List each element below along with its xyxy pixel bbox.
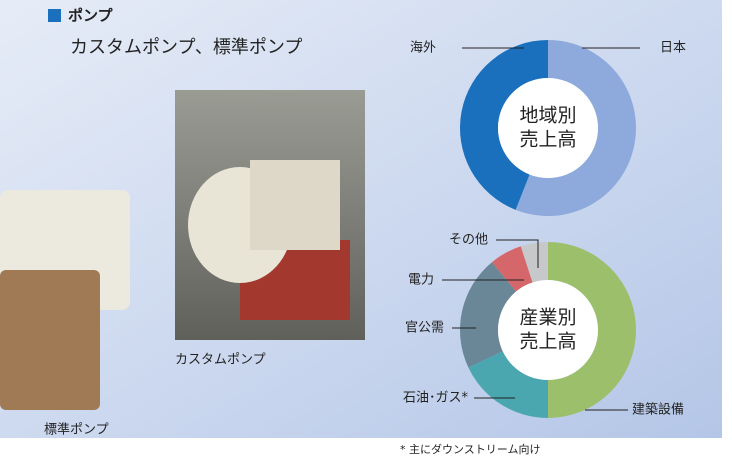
photo-pump-casing (250, 160, 340, 250)
section-subtitle: カスタムポンプ、標準ポンプ (70, 37, 302, 58)
photo-caption: カスタムポンプ (175, 353, 266, 368)
title-square (48, 9, 61, 22)
category-label: 官公需 (405, 320, 444, 336)
chart: ポンプ カスタムポンプ、標準ポンプ カスタムポンプ 標準ポンプ 地域別売上高日本… (0, 0, 732, 466)
center-label: 産業別 (519, 307, 576, 329)
section-title: ポンプ (68, 7, 114, 25)
page: ポンプ カスタムポンプ、標準ポンプ カスタムポンプ 標準ポンプ 地域別売上高日本… (0, 0, 732, 470)
center-label: 売上高 (519, 129, 576, 151)
category-label: 建築設備 (632, 402, 684, 418)
category-label: 石油･ガス* (403, 391, 469, 406)
photo-pump-lower (0, 270, 100, 410)
photo-caption: 標準ポンプ (44, 422, 109, 438)
center-label: 売上高 (519, 331, 576, 353)
category-label: 海外 (410, 41, 436, 56)
footnote: * 主にダウンストリーム向け (400, 442, 540, 456)
category-label: 日本 (660, 41, 686, 56)
category-label: その他 (449, 233, 488, 248)
center-label: 地域別 (519, 105, 576, 127)
category-label: 電力 (408, 273, 434, 288)
